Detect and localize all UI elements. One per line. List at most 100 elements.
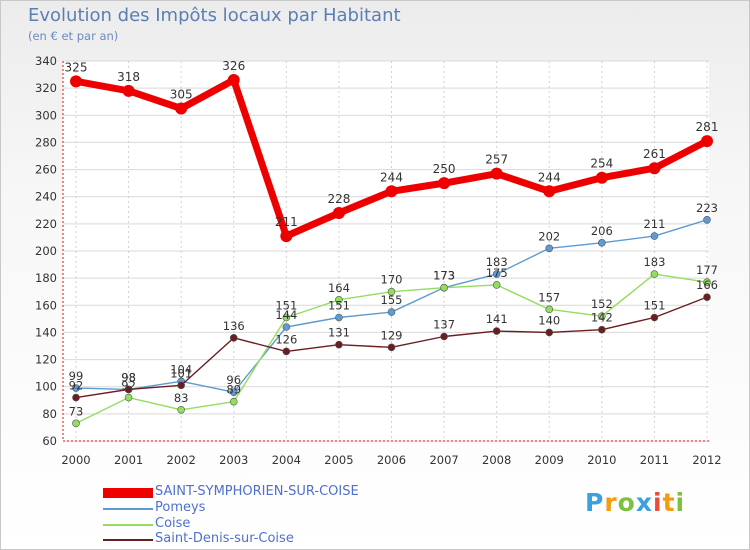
data-label-saint-denis-sur-coise: 92 [69,379,84,393]
x-tick-label: 2010 [587,453,616,467]
y-tick-label: 340 [35,54,57,68]
data-point-pomeys [650,232,659,240]
data-label-saint-denis-sur-coise: 98 [121,370,136,384]
data-point-pomeys [598,239,606,247]
data-point-saint-symphorien-sur-coise [70,75,82,88]
data-point-saint-denis-sur-coise [282,347,291,356]
data-label-pomeys: 173 [433,269,455,283]
data-label-saint-symphorien-sur-coise: 281 [696,120,719,134]
data-point-pomeys [492,270,501,278]
data-label-pomeys: 223 [696,201,718,215]
x-tick-label: 2007 [429,453,458,467]
data-point-saint-denis-sur-coise [703,293,711,301]
x-tick-label: 2008 [482,453,511,467]
data-point-saint-symphorien-sur-coise [175,102,188,115]
data-point-saint-symphorien-sur-coise [701,135,713,148]
data-label-coise: 152 [591,297,613,311]
data-label-coise: 92 [121,379,136,393]
data-point-coise [335,296,343,304]
data-point-coise [229,397,238,406]
data-point-coise [650,270,659,278]
data-point-pomeys [545,244,554,253]
data-label-pomeys: 183 [486,255,508,269]
x-tick-label: 2011 [640,453,669,467]
data-point-saint-symphorien-sur-coise [332,207,345,219]
data-point-saint-denis-sur-coise [229,334,238,342]
y-tick-label: 180 [35,271,57,285]
data-label-coise: 177 [696,263,718,277]
data-label-pomeys: 155 [381,293,403,307]
data-point-pomeys [703,215,711,224]
data-point-coise [282,313,291,322]
data-label-saint-denis-sur-coise: 129 [381,328,403,342]
x-tick-label: 2005 [324,453,353,467]
data-label-pomeys: 98 [121,370,136,384]
logo-letter: t [662,488,676,517]
y-tick-label: 200 [35,244,57,258]
data-label-saint-denis-sur-coise: 140 [538,313,560,327]
x-tick-label: 2000 [61,453,90,467]
logo-letter: i [653,488,663,517]
data-label-saint-symphorien-sur-coise: 325 [65,60,88,74]
data-point-coise [124,393,133,402]
legend-swatch [103,508,153,510]
data-point-coise [387,287,396,296]
data-label-saint-denis-sur-coise: 131 [328,326,350,340]
legend-label: Saint-Denis-sur-Coise [155,531,294,546]
data-label-saint-symphorien-sur-coise: 257 [485,153,508,167]
data-label-pomeys: 99 [69,369,84,383]
y-tick-label: 60 [42,434,57,448]
data-label-saint-symphorien-sur-coise: 261 [643,147,666,161]
data-label-saint-denis-sur-coise: 141 [486,312,508,326]
data-label-saint-symphorien-sur-coise: 211 [275,215,298,229]
legend-swatch [103,488,153,498]
data-label-saint-symphorien-sur-coise: 254 [590,157,613,171]
data-label-saint-symphorien-sur-coise: 318 [117,70,140,84]
data-point-coise [545,305,554,314]
data-label-pomeys: 151 [328,299,350,313]
chart-subtitle: (en € et par an) [28,29,119,43]
data-label-coise: 83 [174,391,189,405]
data-label-coise: 183 [643,255,665,269]
data-point-pomeys [229,388,238,396]
data-label-coise: 89 [226,383,241,397]
data-point-saint-symphorien-sur-coise [490,167,503,180]
data-label-saint-symphorien-sur-coise: 228 [327,192,350,206]
proxiti-logo: Proxiti [585,488,685,517]
data-label-coise: 175 [486,266,508,280]
data-label-saint-symphorien-sur-coise: 244 [380,170,403,184]
y-tick-label: 260 [35,163,57,177]
data-point-saint-symphorien-sur-coise [385,185,398,198]
data-label-coise: 173 [433,269,455,283]
data-label-saint-denis-sur-coise: 137 [433,318,455,332]
data-point-saint-symphorien-sur-coise [280,230,293,243]
data-label-pomeys: 202 [538,229,560,243]
data-point-pomeys [282,323,291,331]
data-point-pomeys [387,308,396,316]
data-point-coise [72,419,80,428]
y-tick-label: 160 [35,298,57,312]
data-point-saint-symphorien-sur-coise [227,74,240,86]
data-point-coise [492,281,501,289]
legend-swatch [103,539,153,541]
data-label-saint-denis-sur-coise: 142 [591,311,613,325]
data-point-saint-denis-sur-coise [545,328,554,337]
data-point-saint-denis-sur-coise [72,393,80,402]
data-label-pomeys: 104 [170,362,192,376]
data-point-pomeys [72,384,80,392]
data-label-coise: 151 [275,299,297,313]
data-point-saint-denis-sur-coise [440,332,448,341]
data-label-pomeys: 96 [226,373,241,387]
y-tick-label: 120 [35,353,57,367]
data-point-saint-denis-sur-coise [650,313,659,322]
y-tick-label: 320 [35,81,57,95]
y-tick-label: 220 [35,217,57,231]
data-point-saint-symphorien-sur-coise [648,162,661,175]
data-label-saint-denis-sur-coise: 166 [696,278,718,292]
x-tick-label: 2006 [377,453,406,467]
legend-label: Coise [155,516,191,531]
data-label-coise: 73 [69,404,84,418]
x-tick-label: 2009 [535,453,564,467]
data-point-coise [177,405,185,414]
